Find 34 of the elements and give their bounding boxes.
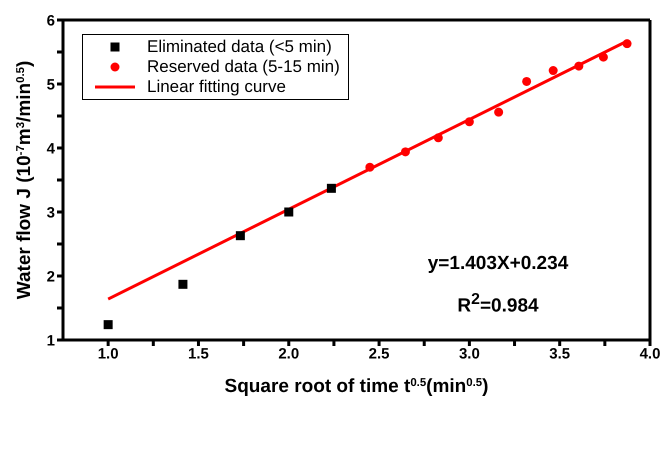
x-tick-label: 2.5 xyxy=(368,346,390,363)
x-tick-label: 2.0 xyxy=(278,346,300,363)
point xyxy=(622,39,632,48)
point xyxy=(548,66,558,76)
x-tick-label: 4.0 xyxy=(640,346,660,363)
y-tick-label: 3 xyxy=(46,204,55,222)
point xyxy=(522,76,532,86)
y-tick-label: 6 xyxy=(46,12,55,30)
point xyxy=(326,184,336,193)
point xyxy=(598,52,608,62)
point xyxy=(284,208,294,216)
point xyxy=(236,231,245,240)
annotation: R$^{2}$=0.984 xyxy=(456,291,540,318)
point xyxy=(494,108,504,117)
legend-label: Linear fitting curve xyxy=(147,77,286,97)
y-tick-label: 2 xyxy=(46,268,55,286)
point xyxy=(574,62,584,71)
point xyxy=(434,133,443,142)
legend-label: Reserved data (5-15 min) xyxy=(147,57,340,77)
x-tick-label: 3.5 xyxy=(549,346,570,363)
point xyxy=(400,147,410,156)
point xyxy=(464,117,474,126)
point xyxy=(365,162,374,172)
point xyxy=(178,280,188,289)
x-axis-title: Square root of time t$^{0.5}$(min$^{0.5}$) xyxy=(224,376,488,397)
y-tick-label: 5 xyxy=(46,76,55,94)
annotation: y=1.403X+0.234 xyxy=(426,253,570,275)
x-tick-label: 3.0 xyxy=(458,346,480,363)
point xyxy=(104,320,113,330)
y-tick-label: 1 xyxy=(46,332,55,350)
y-tick-label: 4 xyxy=(46,140,56,158)
x-tick-label: 1.5 xyxy=(188,346,209,363)
legend-label: Eliminated data (<5 min) xyxy=(147,37,332,57)
x-tick-label: 1.0 xyxy=(98,346,119,363)
